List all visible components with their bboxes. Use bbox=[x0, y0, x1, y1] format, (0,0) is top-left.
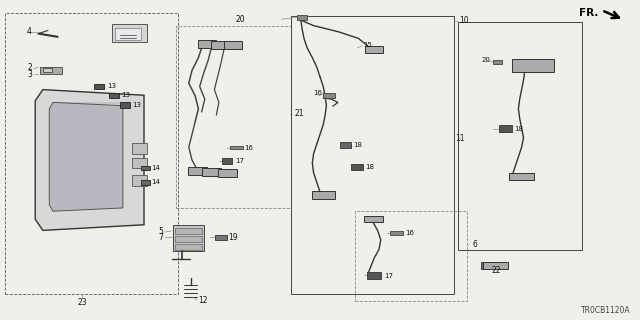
Bar bbox=[291, 16, 454, 294]
Text: 12: 12 bbox=[198, 296, 208, 305]
Bar bbox=[312, 190, 335, 198]
Bar bbox=[222, 158, 232, 164]
Bar bbox=[323, 93, 335, 98]
Bar bbox=[173, 225, 204, 251]
Text: 18: 18 bbox=[365, 164, 374, 170]
Polygon shape bbox=[49, 102, 123, 211]
Bar bbox=[120, 102, 130, 108]
Bar bbox=[525, 60, 534, 71]
Text: 20: 20 bbox=[236, 15, 245, 24]
Bar bbox=[211, 41, 229, 49]
Bar bbox=[43, 68, 52, 72]
Bar bbox=[512, 59, 554, 72]
Text: 17: 17 bbox=[235, 158, 244, 164]
Bar bbox=[340, 142, 351, 148]
Text: 16: 16 bbox=[244, 145, 253, 150]
Text: 13: 13 bbox=[107, 84, 116, 89]
Bar bbox=[514, 60, 523, 71]
Text: 13: 13 bbox=[132, 102, 141, 108]
Bar bbox=[176, 26, 291, 208]
Polygon shape bbox=[35, 90, 144, 230]
Text: 16: 16 bbox=[405, 230, 414, 236]
Bar bbox=[365, 46, 383, 53]
Text: 10: 10 bbox=[460, 16, 469, 25]
Text: 16: 16 bbox=[314, 91, 323, 96]
Bar bbox=[364, 216, 383, 222]
Bar bbox=[175, 236, 202, 242]
Bar bbox=[367, 272, 381, 279]
Text: 13: 13 bbox=[122, 92, 131, 98]
Bar bbox=[198, 40, 216, 48]
Bar bbox=[481, 262, 495, 269]
Bar bbox=[499, 125, 512, 132]
Bar bbox=[458, 22, 582, 250]
Text: 4: 4 bbox=[27, 28, 32, 36]
Bar bbox=[141, 180, 150, 185]
Text: TR0CB1120A: TR0CB1120A bbox=[580, 306, 630, 315]
Text: 18: 18 bbox=[514, 126, 523, 132]
Text: 20: 20 bbox=[481, 57, 490, 63]
Bar bbox=[40, 67, 62, 74]
Bar bbox=[297, 15, 307, 20]
Bar bbox=[175, 228, 202, 234]
Bar bbox=[509, 173, 534, 180]
Bar bbox=[202, 168, 221, 176]
Bar bbox=[537, 60, 546, 71]
Text: 22: 22 bbox=[492, 266, 501, 275]
Text: 18: 18 bbox=[353, 142, 362, 148]
Bar bbox=[483, 262, 508, 269]
Bar bbox=[94, 84, 104, 89]
Bar bbox=[175, 244, 202, 250]
Bar bbox=[215, 235, 227, 240]
Bar bbox=[351, 164, 363, 170]
Text: 15: 15 bbox=[363, 42, 372, 48]
Text: 23: 23 bbox=[77, 298, 87, 307]
Text: 14: 14 bbox=[152, 165, 161, 171]
Text: 14: 14 bbox=[152, 180, 161, 185]
Bar bbox=[188, 167, 207, 175]
Text: 17: 17 bbox=[384, 274, 393, 279]
Text: 21: 21 bbox=[294, 109, 304, 118]
Bar bbox=[112, 24, 147, 42]
Text: 2: 2 bbox=[28, 63, 32, 72]
Bar bbox=[218, 169, 237, 177]
Bar bbox=[132, 158, 147, 168]
Bar bbox=[5, 13, 178, 294]
Bar bbox=[109, 93, 119, 98]
Bar bbox=[493, 60, 502, 64]
Text: 7: 7 bbox=[159, 233, 164, 242]
Bar bbox=[132, 143, 147, 154]
Text: 19: 19 bbox=[228, 233, 238, 242]
Text: 6: 6 bbox=[472, 240, 477, 249]
Bar bbox=[115, 28, 141, 40]
Bar bbox=[230, 146, 243, 149]
Bar bbox=[224, 41, 242, 49]
Text: 5: 5 bbox=[159, 227, 164, 236]
Bar bbox=[132, 175, 147, 186]
Text: FR.: FR. bbox=[579, 8, 598, 18]
Text: 3: 3 bbox=[28, 70, 33, 79]
Bar bbox=[390, 231, 403, 235]
Text: 11: 11 bbox=[456, 134, 465, 143]
Bar bbox=[141, 166, 150, 170]
Bar bbox=[355, 211, 467, 301]
